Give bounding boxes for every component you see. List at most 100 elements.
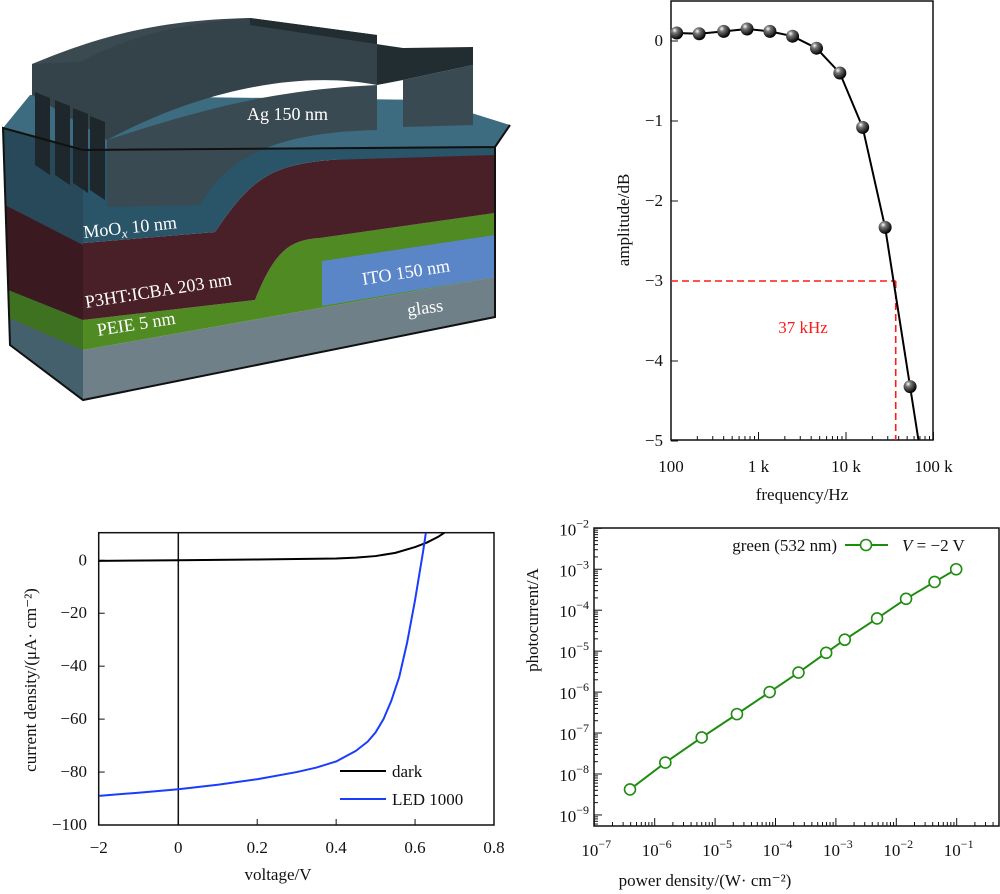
tick-base: 10 (883, 841, 900, 860)
x-axis-label: power density/(W· cm⁻²) (619, 871, 792, 890)
x-tick-label: 10 k (831, 457, 861, 476)
y-tick-label: 10−6 (559, 680, 589, 703)
side-peie (8, 290, 83, 350)
y-tick-label: 10−5 (559, 639, 589, 662)
legend-label: dark (392, 762, 423, 781)
y-axis-label: amplitude/dB (614, 174, 633, 267)
ag-fingers (35, 92, 105, 200)
tick-exponent: −5 (719, 837, 732, 851)
data-point (949, 562, 963, 576)
tick-base: 10 (559, 643, 576, 662)
x-tick-label: 100 k (914, 457, 953, 476)
x-tick-label: 10−3 (823, 837, 853, 860)
tick-base: 10 (944, 841, 961, 860)
y-tick-label: −60 (60, 709, 87, 728)
x-tick-label: 10−5 (702, 837, 732, 860)
y-tick-label: 10−9 (559, 803, 589, 826)
tick-exponent: −7 (576, 721, 589, 735)
peie-layer (83, 213, 495, 350)
tick-base: 10 (581, 841, 598, 860)
tick-exponent: −9 (576, 803, 589, 817)
data-point (833, 66, 847, 80)
data-point (809, 41, 823, 55)
y-axis-label: current density/(μA· cm⁻²) (21, 588, 40, 772)
data-point (695, 731, 709, 744)
ag-finger (73, 108, 88, 193)
x-tick-label: 1 k (748, 457, 770, 476)
ag-finger (90, 116, 105, 200)
tick-base: 10 (559, 520, 576, 539)
y-tick-label: −40 (60, 656, 87, 675)
tick-exponent: −2 (576, 516, 589, 530)
x-tick-label: 0 (174, 838, 183, 857)
y-tick-label: −4 (645, 351, 664, 370)
data-point (740, 22, 754, 36)
tick-base: 10 (559, 725, 576, 744)
x-tick-label: 100 (658, 457, 684, 476)
y-tick-label: 0 (79, 550, 88, 569)
ag-top-face (32, 18, 377, 140)
ag-finger (55, 100, 70, 185)
glass-layer (83, 277, 495, 400)
ag-top-right (250, 18, 473, 85)
tick-base: 10 (559, 561, 576, 580)
x-tick-label: 0.8 (483, 838, 504, 857)
ito-layer (322, 235, 495, 306)
device-outline (1, 124, 511, 402)
series-line-dark (99, 533, 446, 562)
legend-marker (859, 538, 873, 552)
data-point (623, 783, 637, 796)
y-tick-label: −1 (645, 111, 663, 130)
y-tick-label: 10−8 (559, 762, 589, 785)
voltage-value: = −2 V (912, 536, 965, 555)
y-tick-label: 10−7 (559, 721, 589, 744)
tick-base: 10 (763, 841, 780, 860)
ag-label: Ag 150 nm (247, 104, 328, 124)
data-point (819, 646, 833, 660)
y-tick-label: −100 (52, 815, 87, 834)
data-point (692, 27, 706, 41)
x-tick-label: 10−4 (763, 837, 793, 860)
x-tick-label: 10−6 (642, 837, 672, 860)
x-tick-label: 0.6 (404, 838, 425, 857)
plot-frame (97, 531, 495, 826)
device-schematic: Ag 150 nm MoOx 10 nm P3HT:ICBA 203 nm IT… (1, 18, 511, 402)
tick-exponent: −1 (961, 837, 974, 851)
data-point (792, 666, 805, 679)
data-point (878, 220, 892, 234)
tick-exponent: −7 (598, 837, 611, 851)
p3ht-layer (83, 150, 495, 320)
y-tick-label: 0 (655, 31, 664, 50)
y-tick-label: −80 (60, 762, 87, 781)
ag-electrode-right (403, 65, 473, 127)
x-tick-label: 0.4 (326, 838, 348, 857)
tick-base: 10 (642, 841, 659, 860)
data-point (786, 29, 800, 43)
tick-exponent: −4 (576, 598, 589, 612)
x-axis-label: voltage/V (244, 865, 312, 884)
data-point (903, 380, 917, 394)
x-tick-label: 10−2 (883, 837, 913, 860)
data-point (659, 756, 672, 769)
tick-exponent: −3 (840, 837, 853, 851)
y-tick-label: −5 (645, 431, 663, 450)
y-tick-label: 10−4 (559, 598, 589, 621)
series-line-led (99, 533, 427, 797)
tick-exponent: −3 (576, 557, 589, 571)
moox-base: MoO (82, 218, 122, 242)
data-point (717, 24, 731, 38)
legend-condition: V = −2 V (902, 536, 966, 555)
amplitude-line (676, 27, 920, 440)
data-point (670, 26, 684, 40)
y-axis-label: photocurrent/A (523, 567, 542, 672)
tick-base: 10 (559, 684, 576, 703)
legend-label: LED 1000 (392, 790, 463, 809)
data-point (763, 24, 777, 38)
x-tick-label: 10−1 (944, 837, 974, 860)
y-tick-label: 10−2 (559, 516, 589, 539)
moox-subscript: x (120, 225, 129, 241)
legend-label: green (532 nm) (732, 536, 837, 555)
tick-exponent: −6 (659, 837, 672, 851)
tick-exponent: −4 (780, 837, 793, 851)
